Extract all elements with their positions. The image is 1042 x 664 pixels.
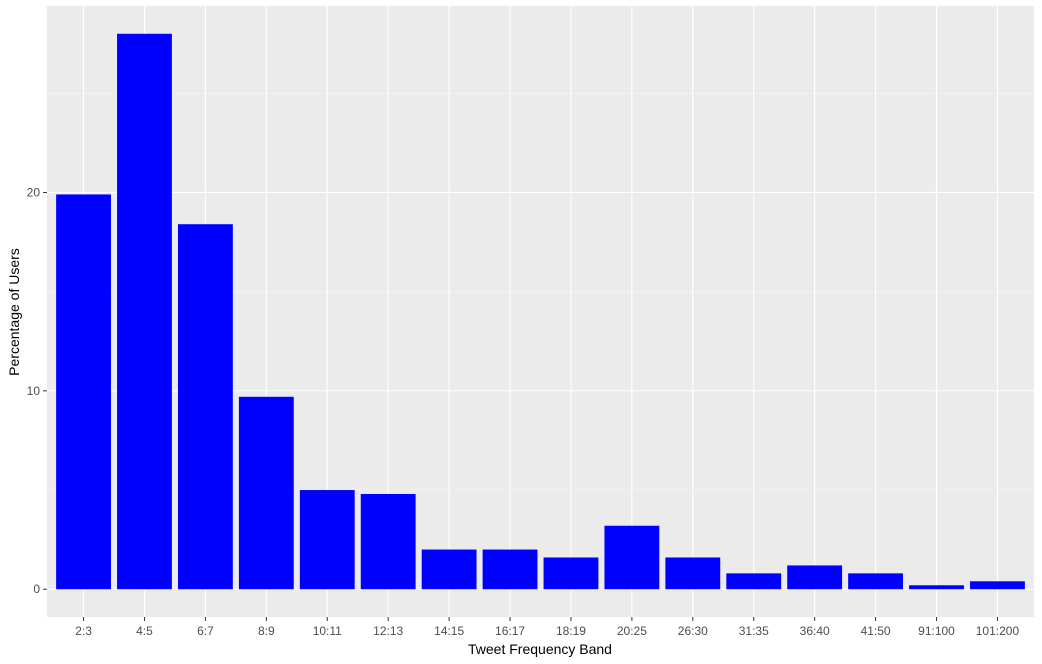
bar-12-13 xyxy=(360,494,416,590)
bar-18-19 xyxy=(543,557,599,590)
bar-31-35 xyxy=(726,573,782,590)
x-axis: 2:3 4:5 6:7 8:9 10:11 12:13 14:15 16:17 18:19 20:… xyxy=(75,617,1019,638)
y-axis: 0 10 20 xyxy=(27,185,47,596)
bar-101-200 xyxy=(970,581,1025,590)
bar-41-50 xyxy=(848,573,904,590)
bar-16-17 xyxy=(482,549,538,590)
x-tick-label: 10:11 xyxy=(313,624,342,638)
bars xyxy=(56,33,1025,590)
bar-14-15 xyxy=(421,549,477,590)
x-tick-label: 101:200 xyxy=(976,624,1020,638)
x-tick-label: 18:19 xyxy=(556,624,586,638)
x-tick-label: 36:40 xyxy=(800,624,830,638)
x-tick-label: 12:13 xyxy=(373,624,403,638)
bar-36-40 xyxy=(787,565,843,590)
y-axis-title: Percentage of Users xyxy=(6,248,22,376)
bar-2-3 xyxy=(56,194,111,590)
bar-4-5 xyxy=(117,33,172,590)
bar-26-30 xyxy=(665,557,721,590)
x-tick-label: 8:9 xyxy=(258,624,275,638)
bar-91-100 xyxy=(909,585,964,590)
x-tick-label: 41:50 xyxy=(861,624,891,638)
x-tick-label: 4:5 xyxy=(136,624,153,638)
bar-8-9 xyxy=(238,396,294,590)
x-tick-label: 16:17 xyxy=(495,624,525,638)
bar-10-11 xyxy=(299,490,355,590)
y-tick-label: 20 xyxy=(27,185,41,199)
x-tick-label: 2:3 xyxy=(75,624,92,638)
x-tick-label: 31:35 xyxy=(739,624,769,638)
x-tick-label: 91:100 xyxy=(918,624,955,638)
y-tick-label: 10 xyxy=(27,384,41,398)
x-tick-label: 20:25 xyxy=(617,624,647,638)
y-tick-label: 0 xyxy=(33,582,40,596)
x-tick-label: 26:30 xyxy=(678,624,708,638)
bar-6-7 xyxy=(177,224,233,590)
bar-20-25 xyxy=(604,525,660,590)
x-tick-label: 14:15 xyxy=(434,624,464,638)
x-tick-label: 6:7 xyxy=(197,624,214,638)
x-axis-title: Tweet Frequency Band xyxy=(468,641,612,657)
